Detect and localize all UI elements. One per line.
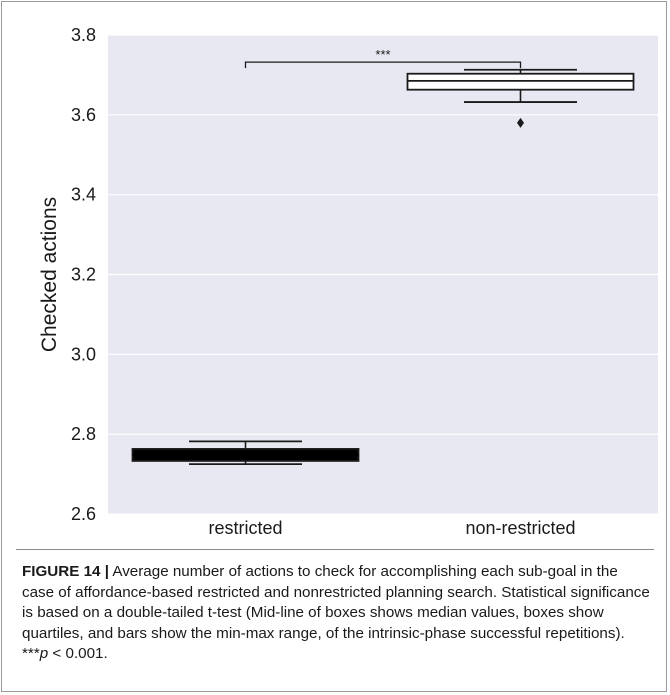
y-tick-label: 2.6 (71, 504, 96, 524)
y-tick-label: 3.2 (71, 265, 96, 285)
y-tick-label: 3.0 (71, 344, 96, 364)
outlier-point (517, 117, 524, 128)
chart-container: 2.6 2.8 3.0 3.2 3.4 3.6 3.8 restricted non-rest… (2, 2, 668, 547)
y-tick-label: 3.6 (71, 105, 96, 125)
y-tick-label: 3.8 (71, 25, 96, 45)
y-axis-label: Checked actions (38, 197, 61, 352)
figure-caption: FIGURE 14 | Average number of actions to… (22, 562, 652, 665)
boxes (131, 68, 635, 466)
caption-divider (16, 549, 654, 550)
x-tick-labels: restricted non-restricted (208, 518, 575, 538)
caption-p-tail: < 0.001. (48, 645, 108, 663)
x-tick-label: non-restricted (465, 518, 575, 538)
significance-bracket (244, 61, 522, 69)
caption-p-symbol: p (39, 645, 49, 663)
box-plot-chart: 2.6 2.8 3.0 3.2 3.4 3.6 3.8 restricted non-rest… (38, 25, 658, 538)
y-tick-labels: 2.6 2.8 3.0 3.2 3.4 3.6 3.8 (71, 25, 96, 524)
x-tick-label: restricted (208, 518, 282, 538)
significance-label: *** (375, 47, 390, 62)
caption-label: FIGURE 14 | (22, 563, 109, 580)
y-tick-label: 2.8 (71, 424, 96, 444)
grid-lines (108, 34, 658, 515)
annotations: *** (244, 47, 522, 69)
caption-text: Average number of actions to check for a… (22, 563, 650, 663)
y-tick-label: 3.4 (71, 185, 96, 205)
